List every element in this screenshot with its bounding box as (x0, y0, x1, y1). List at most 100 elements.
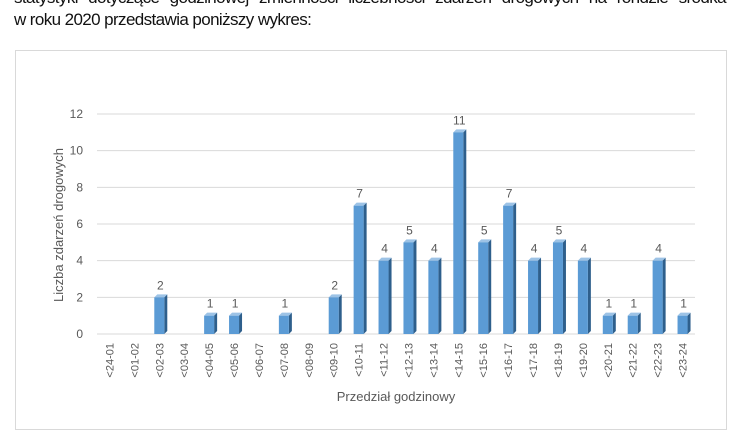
data-label: 5 (556, 223, 563, 237)
bar-side (513, 202, 517, 334)
data-label: 7 (356, 187, 363, 201)
x-tick-label: <12-13 (403, 343, 415, 378)
bar-side (239, 312, 243, 334)
bar-top (627, 312, 641, 316)
data-label: 4 (531, 242, 538, 256)
x-tick-label: <11-12 (379, 343, 391, 377)
bar (229, 315, 240, 334)
bar-top (403, 239, 417, 243)
bar-side (338, 294, 342, 334)
data-label: 2 (331, 278, 338, 292)
x-tick-label: <07-08 (279, 343, 291, 378)
x-tick-label: <21-22 (628, 343, 640, 378)
bar-top (503, 202, 517, 206)
bar-top (278, 312, 292, 316)
bar-top (328, 294, 342, 298)
bar-side (612, 312, 616, 334)
data-label: 1 (630, 297, 637, 311)
x-tick-label: <10-11 (354, 343, 366, 377)
bar (652, 260, 663, 334)
bar (528, 260, 539, 334)
data-label: 4 (581, 242, 588, 256)
paragraph-line-2: w roku 2020 przedstawia poniższy wykres: (14, 10, 312, 29)
data-label: 5 (481, 223, 488, 237)
data-label: 1 (605, 297, 612, 311)
bar (577, 260, 588, 334)
bar-top (353, 202, 367, 206)
x-tick-label: <05-06 (229, 343, 241, 378)
x-tick-label: <06-07 (254, 343, 266, 378)
bar (602, 315, 613, 334)
data-label: 4 (381, 242, 388, 256)
bar-side (413, 239, 417, 334)
bar (478, 242, 489, 334)
bar-top (229, 312, 243, 316)
bar-top (378, 257, 392, 261)
data-label: 4 (431, 242, 438, 256)
data-label: 5 (406, 223, 413, 237)
bar (328, 297, 339, 334)
x-tick-label: <13-14 (428, 343, 440, 378)
bar-side (164, 294, 168, 334)
bar (204, 315, 215, 334)
bar-top (428, 257, 442, 261)
y-tick-label: 12 (70, 107, 84, 121)
bar-top (677, 312, 691, 316)
x-tick-label: <24-01 (104, 343, 116, 378)
bar-side (388, 257, 392, 334)
x-tick-label: <23-24 (678, 343, 690, 378)
y-tick-label: 8 (76, 180, 83, 194)
bar (428, 260, 439, 334)
x-tick-label: <15-16 (478, 343, 490, 378)
data-label: 1 (282, 297, 289, 311)
x-tick-label: <04-05 (204, 343, 216, 378)
bar-side (214, 312, 218, 334)
bar (627, 315, 638, 334)
bar (453, 132, 464, 334)
x-tick-label: <18-19 (553, 343, 565, 378)
y-tick-label: 10 (70, 144, 84, 158)
x-tick-label: <19-20 (578, 343, 590, 378)
bar (278, 315, 289, 334)
paragraph-line-1: statystyki dotyczące godzinowej zmiennoś… (14, 0, 727, 8)
bar (154, 297, 165, 334)
bar-top (552, 239, 566, 243)
bar-side (637, 312, 641, 334)
bar (353, 205, 364, 334)
bar-top (652, 257, 666, 261)
bar-side (463, 129, 467, 334)
bar-top (528, 257, 542, 261)
y-axis-title: Liczba zdarzeń drogowych (51, 148, 66, 302)
bar (378, 260, 389, 334)
bar-side (363, 202, 367, 334)
data-label: 1 (207, 297, 214, 311)
x-tick-label: <09-10 (329, 343, 341, 378)
bar-top (478, 239, 492, 243)
bar-side (562, 239, 566, 334)
data-label: 7 (506, 187, 513, 201)
bar-top (577, 257, 591, 261)
bar-top (154, 294, 168, 298)
bar-side (587, 257, 591, 334)
x-tick-label: <03-04 (179, 343, 191, 378)
bar-side (288, 312, 292, 334)
y-tick-label: 0 (76, 327, 83, 341)
bar-side (687, 312, 691, 334)
x-tick-label: <14-15 (453, 343, 465, 378)
data-label: 2 (157, 278, 164, 292)
bar-side (538, 257, 542, 334)
bar-top (602, 312, 616, 316)
bar-top (453, 129, 467, 133)
x-tick-label: <01-02 (129, 343, 141, 378)
bar (403, 242, 414, 334)
x-tick-label: <20-21 (603, 343, 615, 378)
bar-top (204, 312, 218, 316)
x-axis-title: Przedział godzinowy (337, 389, 456, 404)
x-tick-label: <08-09 (304, 343, 316, 378)
y-tick-label: 4 (76, 254, 83, 268)
data-label: 11 (453, 113, 466, 127)
bar-side (438, 257, 442, 334)
y-tick-label: 6 (76, 217, 83, 231)
data-label: 1 (232, 297, 239, 311)
x-tick-label: <16-17 (503, 343, 515, 378)
